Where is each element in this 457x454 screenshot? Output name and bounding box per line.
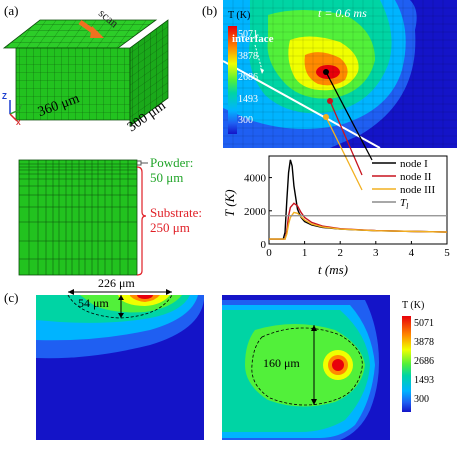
- width-dim-label: 226 μm: [98, 276, 135, 290]
- powder-value: 50 μm: [150, 170, 184, 185]
- melt-pool-cross-section: [36, 295, 204, 440]
- colorbar-b-tick: 5071: [238, 29, 258, 40]
- mesh-cross-section: [18, 159, 138, 276]
- colorbar-b-tick: 1493: [238, 93, 258, 105]
- melt-pool-top-view: [222, 295, 390, 440]
- legend-label: node II: [400, 171, 432, 183]
- depth-dim-label: 54 μm: [78, 296, 109, 310]
- x-tick-label: 3: [373, 247, 379, 259]
- colorbar-c-tick: 3878: [414, 337, 434, 348]
- scan-arrow: [78, 19, 104, 38]
- x-tick-label: 1: [302, 247, 308, 259]
- legend-label: node III: [400, 184, 435, 196]
- series-line-3: [269, 211, 448, 240]
- x-tick-label: 2: [337, 247, 343, 259]
- cube-side-face: [129, 19, 169, 127]
- y-tick-label: 4000: [244, 173, 267, 185]
- substrate-value: 250 μm: [150, 220, 190, 235]
- axis-y-label: Y: [18, 104, 23, 111]
- substrate-bracket: [136, 166, 147, 276]
- colorbar-c-ticks: 5071 3878 2686 1493 300: [414, 314, 434, 409]
- interface-line: [223, 60, 381, 148]
- colorbar-b-ticks: 5071 3878 2686 1493 300: [238, 24, 258, 132]
- panel-c-label: (c): [4, 290, 19, 305]
- legend-label: node I: [400, 158, 428, 170]
- colorbar-c-tick: 1493: [414, 375, 434, 386]
- chart-frame: [268, 155, 448, 245]
- y-tick-label: 0: [261, 239, 267, 251]
- colorbar-b-title: T (K): [228, 10, 251, 21]
- x-tick-label: 4: [409, 247, 415, 259]
- y-tick-label: 2000: [244, 206, 267, 218]
- colorbar-c: [402, 316, 411, 412]
- diameter-dim-label: 160 μm: [263, 356, 300, 370]
- x-tick-label: 0: [266, 247, 272, 259]
- x-tick-label: 5: [444, 247, 450, 259]
- axis-z-label: Z: [2, 92, 7, 101]
- colorbar-b-tick: 3878: [238, 50, 258, 62]
- colorbar-c-title: T (K): [402, 300, 425, 311]
- colorbar-b-tick: 300: [238, 115, 253, 126]
- colorbar-c-tick: 2686: [414, 356, 434, 367]
- panel-b-label: (b): [202, 3, 218, 18]
- powder-text: Powder: 50 μm: [150, 155, 193, 185]
- colorbar-b-tick: 2686: [238, 72, 258, 83]
- colorbar-c-tick: 300: [414, 394, 429, 405]
- substrate-text: Substrate: 250 μm: [150, 205, 202, 235]
- chart-xlabel: t (ms): [318, 262, 348, 277]
- colorbar-c-tick: 5071: [414, 318, 434, 329]
- colorbar-b: [228, 26, 237, 134]
- axis-triad-icon: [9, 100, 20, 122]
- panel-a-label: (a): [4, 3, 19, 18]
- axis-x-label: X: [16, 120, 21, 127]
- legend-label: Tl: [400, 197, 409, 211]
- substrate-label: Substrate:: [150, 205, 202, 220]
- time-label: t = 0.6 ms: [318, 6, 367, 20]
- powder-label: Powder:: [150, 155, 194, 170]
- interface-label: interface: [232, 33, 274, 45]
